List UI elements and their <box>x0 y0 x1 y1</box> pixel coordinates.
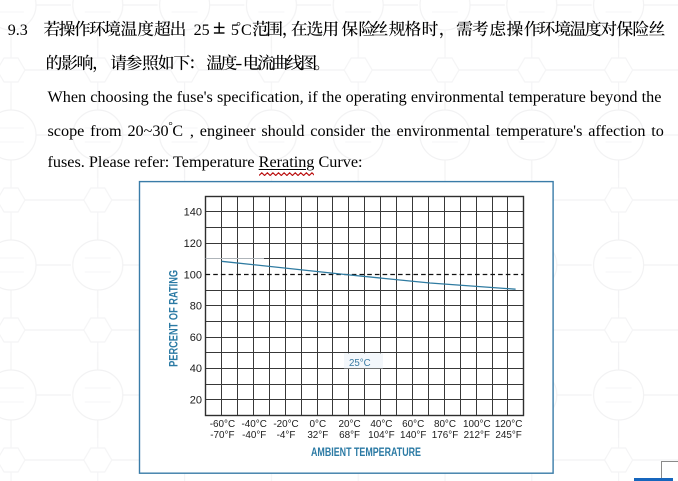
svg-text:20°C: 20°C <box>339 419 361 430</box>
svg-text:176°F: 176°F <box>432 430 458 441</box>
svg-text:-40°C: -40°C <box>242 419 267 430</box>
svg-text:80: 80 <box>190 301 202 313</box>
svg-text:PERCENT OF RATING: PERCENT OF RATING <box>169 270 181 367</box>
svg-text:104°F: 104°F <box>368 430 394 441</box>
svg-text:100: 100 <box>184 269 202 281</box>
svg-text:245°F: 245°F <box>495 430 521 441</box>
svg-text:-20°C: -20°C <box>273 419 298 430</box>
svg-text:32°F: 32°F <box>307 430 328 441</box>
svg-text:-4°F: -4°F <box>277 430 296 441</box>
svg-text:20: 20 <box>190 395 202 407</box>
svg-text:AMBIENT TEMPERATURE: AMBIENT TEMPERATURE <box>311 447 421 459</box>
svg-text:°: ° <box>236 21 241 33</box>
svg-text:-60°C: -60°C <box>210 419 235 430</box>
svg-text:60°C: 60°C <box>402 419 424 430</box>
svg-text:9.3: 9.3 <box>8 22 28 39</box>
svg-text:60: 60 <box>190 332 202 344</box>
svg-text:25°C: 25°C <box>349 358 371 369</box>
svg-text:°: ° <box>168 121 172 133</box>
svg-text:40°C: 40°C <box>370 419 392 430</box>
svg-text:140°F: 140°F <box>400 430 426 441</box>
svg-text:5: 5 <box>231 22 239 39</box>
svg-text:212°F: 212°F <box>464 430 490 441</box>
svg-text:-40°F: -40°F <box>242 430 266 441</box>
svg-text:140: 140 <box>184 207 202 219</box>
svg-text:25: 25 <box>194 22 210 39</box>
svg-text:0°C: 0°C <box>310 419 327 430</box>
svg-text:80°C: 80°C <box>434 419 456 430</box>
svg-text:68°F: 68°F <box>339 430 360 441</box>
svg-text:C: C <box>172 123 183 140</box>
svg-text:-70°F: -70°F <box>210 430 234 441</box>
svg-text:120: 120 <box>184 238 202 250</box>
svg-text:40: 40 <box>190 363 202 375</box>
svg-text:C: C <box>241 22 252 39</box>
svg-text:100°C: 100°C <box>463 419 491 430</box>
svg-text:120°C: 120°C <box>495 419 523 430</box>
